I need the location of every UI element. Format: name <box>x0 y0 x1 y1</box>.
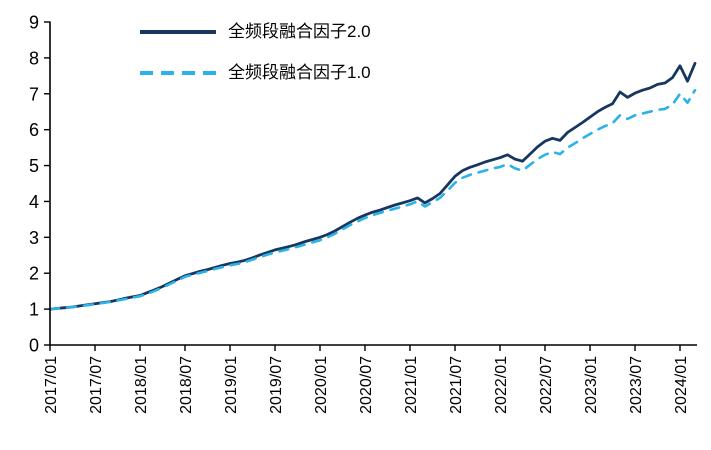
series-line-0 <box>48 61 697 311</box>
solid-line-icon <box>140 29 216 34</box>
x-tick-label: 2023/01 <box>583 356 600 414</box>
y-tick-label: 7 <box>29 84 39 104</box>
legend-item-factor-1: 全频段融合因子1.0 <box>140 63 371 82</box>
legend-label-factor-2: 全频段融合因子2.0 <box>228 22 371 41</box>
y-tick-label: 5 <box>29 156 39 176</box>
legend-item-factor-2: 全频段融合因子2.0 <box>140 22 371 41</box>
x-tick-label: 2022/01 <box>493 356 510 414</box>
x-tick-label: 2020/01 <box>313 356 330 414</box>
x-tick-label: 2017/01 <box>43 356 60 414</box>
x-tick-label: 2021/07 <box>448 356 465 414</box>
x-tick-label: 2022/07 <box>538 356 555 414</box>
y-tick-label: 3 <box>29 228 39 248</box>
legend: 全频段融合因子2.0 全频段融合因子1.0 <box>140 22 371 82</box>
x-tick-label: 2019/07 <box>268 356 285 414</box>
x-tick-label: 2021/01 <box>403 356 420 414</box>
y-tick-label: 1 <box>29 300 39 320</box>
x-tick-label: 2017/07 <box>88 356 105 414</box>
y-tick-label: 4 <box>29 192 39 212</box>
legend-label-factor-1: 全频段融合因子1.0 <box>228 63 371 82</box>
x-tick-label: 2018/01 <box>133 356 150 414</box>
y-tick-label: 9 <box>29 13 39 33</box>
y-tick-label: 8 <box>29 48 39 68</box>
dashed-line-icon <box>140 70 216 75</box>
x-tick-label: 2023/07 <box>628 356 645 414</box>
x-tick-label: 2024/01 <box>673 356 690 414</box>
x-tick-label: 2018/07 <box>178 356 195 414</box>
x-tick-label: 2020/07 <box>358 356 375 414</box>
y-tick-label: 2 <box>29 264 39 284</box>
x-tick-label: 2019/01 <box>223 356 240 414</box>
y-tick-label: 6 <box>29 120 39 140</box>
series-line-1 <box>48 88 697 311</box>
y-tick-label: 0 <box>29 336 39 356</box>
